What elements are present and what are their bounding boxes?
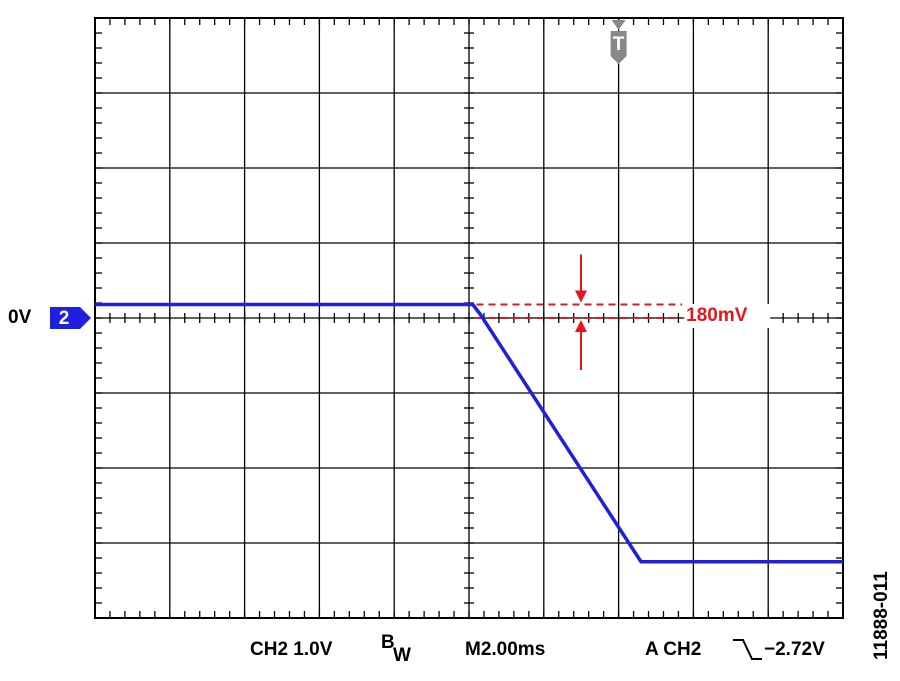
footer-bw-w: W [393, 645, 411, 666]
annotation-arrowhead [575, 320, 587, 332]
marks: 180mV T [95, 20, 843, 564]
footer-channel: CH2 1.0V [250, 639, 333, 660]
falling-edge-icon [733, 639, 762, 660]
trace [95, 302, 843, 564]
trigger-marker [610, 20, 627, 64]
annotation-label: 180mV [686, 305, 748, 326]
footer-timebase: M2.00ms [465, 639, 545, 660]
annotation-arrowhead [575, 290, 587, 303]
trigger-label: T [613, 34, 625, 55]
annotation-label-bg [684, 304, 771, 328]
figure-id: 11888-011 [871, 571, 892, 660]
footer-bw-b: B [381, 632, 395, 653]
footer-trigger-level: −2.72V [764, 639, 825, 660]
channel-number: 2 [59, 308, 70, 329]
channel-marker [50, 307, 91, 329]
footer-trigger: A CH2 [645, 639, 701, 660]
channel-level: 0V [8, 307, 32, 328]
